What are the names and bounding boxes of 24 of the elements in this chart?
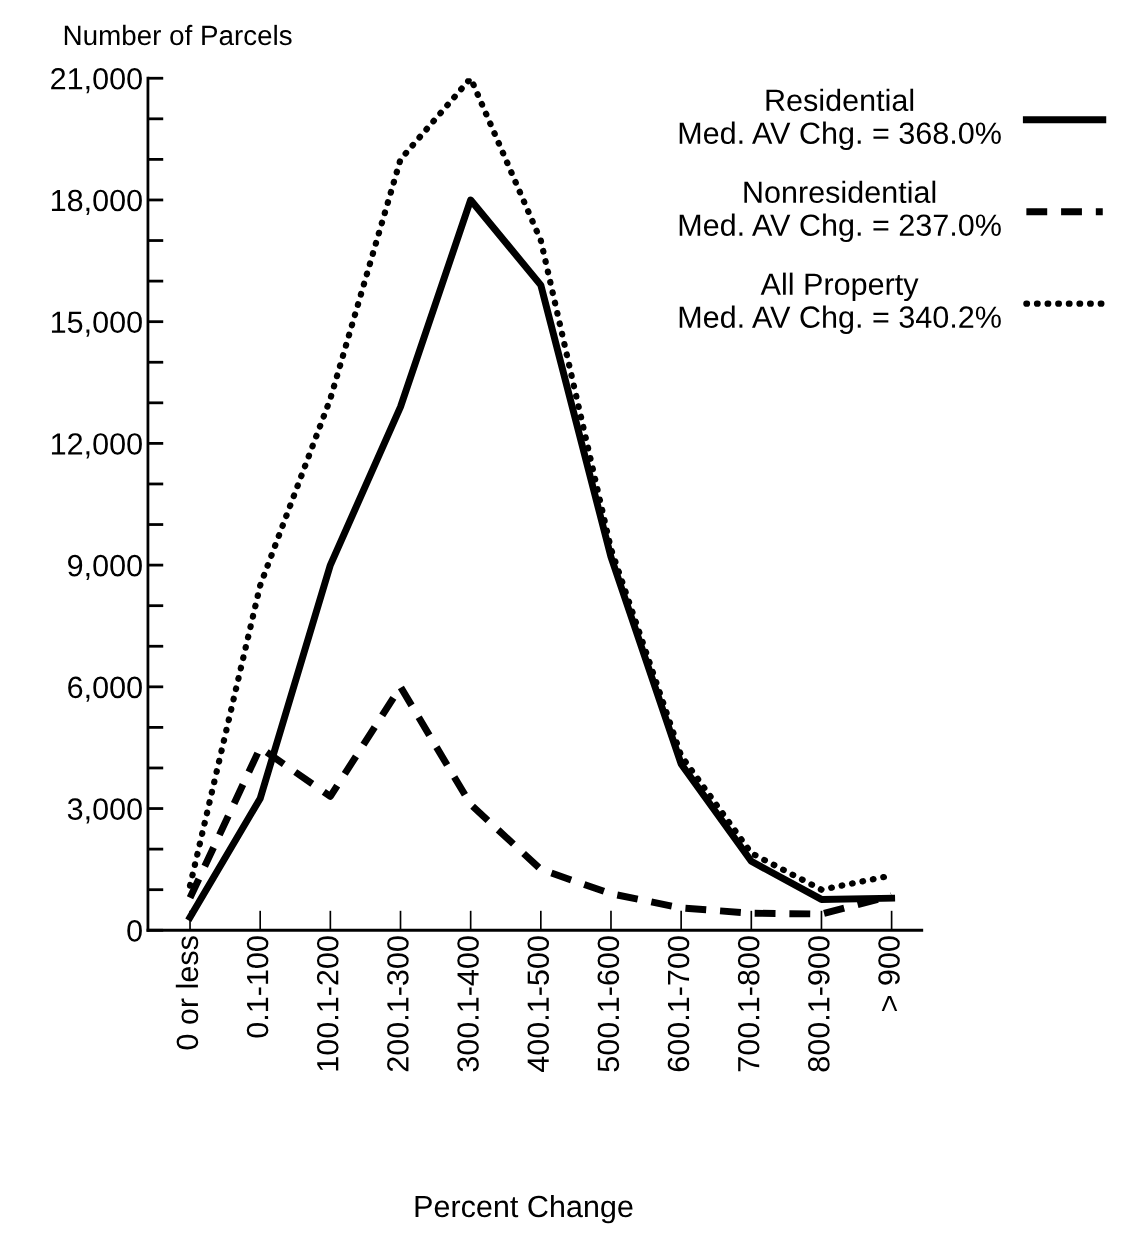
y-tick-label: 6,000 xyxy=(68,676,142,702)
legend-label: Nonresidential Med. AV Chg. = 237.0% xyxy=(679,180,1001,243)
y-tick-label: 12,000 xyxy=(51,433,142,459)
x-tick-label: 300.1-400 xyxy=(457,936,479,1072)
y-tick-label: 21,000 xyxy=(51,67,142,94)
x-tick-label: 0 or less xyxy=(175,936,199,1050)
x-tick-label: 700.1-800 xyxy=(737,936,760,1072)
x-tick-label: 800.1-900 xyxy=(808,936,830,1072)
y-tick-label: 9,000 xyxy=(68,554,142,581)
x-tick-label: 400.1-500 xyxy=(527,936,550,1073)
y-tick-label: 15,000 xyxy=(51,311,142,337)
x-axis-title: Percent Change xyxy=(415,1194,633,1224)
x-tick-label: > 900 xyxy=(878,936,900,1011)
y-tick-label: 0 xyxy=(127,919,142,942)
y-tick-label: 18,000 xyxy=(51,189,142,215)
x-tick-label: 200.1-300 xyxy=(387,936,409,1072)
legend-label: Residential Med. AV Chg. = 368.0% xyxy=(679,88,1001,151)
y-tick-label: 3,000 xyxy=(67,798,142,824)
x-tick-label: 500.1-600 xyxy=(597,936,620,1072)
x-tick-label: 0.1-100 xyxy=(246,936,269,1038)
legend-label: All Property Med. AV Chg. = 340.2% xyxy=(679,272,1001,334)
x-tick-label: 600.1-700 xyxy=(667,936,690,1072)
x-tick-label: 100.1-200 xyxy=(316,936,339,1071)
y-axis-title: Number of Parcels xyxy=(64,24,292,46)
